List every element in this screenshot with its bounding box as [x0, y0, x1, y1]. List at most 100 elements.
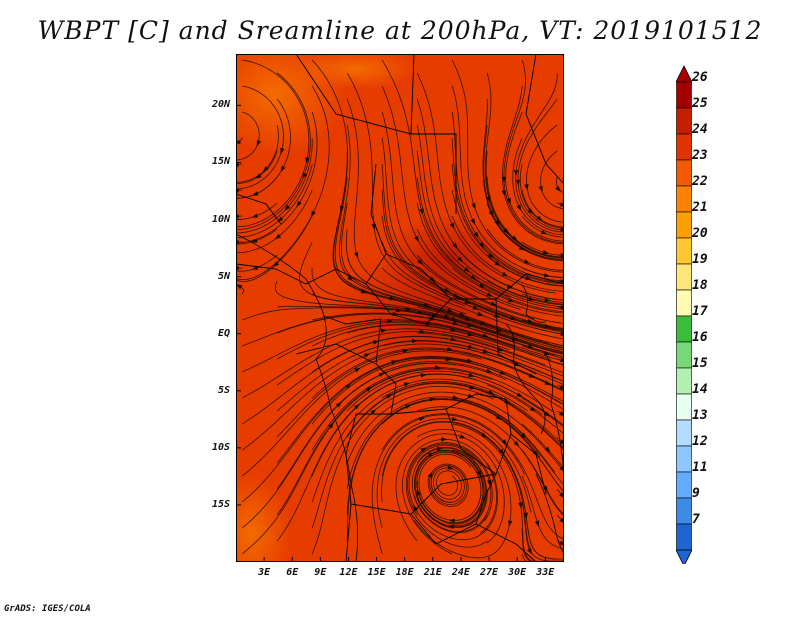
streamline: [414, 446, 487, 528]
streamline: [236, 124, 279, 183]
streamline-arrow: [543, 351, 551, 356]
streamline-arrow: [236, 266, 239, 271]
streamline: [416, 254, 564, 324]
streamline: [241, 362, 457, 529]
colorbar-level-label: 18: [692, 278, 708, 293]
colorbar: [676, 65, 692, 564]
streamline-arrow: [275, 233, 282, 240]
streamline: [236, 72, 311, 230]
streamline-arrow: [544, 323, 551, 329]
colorbar-level-label: 11: [692, 460, 708, 475]
streamline: [242, 313, 520, 347]
streamline-arrow: [335, 401, 342, 408]
streamline-arrow: [236, 188, 239, 193]
streamline-arrow: [452, 242, 458, 249]
streamline: [241, 368, 441, 555]
map-frame: [236, 54, 564, 562]
lon-tick-label: 33E: [536, 567, 555, 578]
streamline-arrow: [542, 250, 550, 255]
streamline-arrow: [471, 202, 476, 210]
streamline: [486, 228, 564, 271]
colorbar-bottom-arrow: [676, 549, 692, 564]
streamline-arrow: [453, 293, 460, 298]
streamline-arrow: [538, 185, 543, 193]
streamline: [346, 98, 467, 315]
streamline: [416, 228, 564, 317]
lat-tick-label: 5N: [217, 270, 230, 282]
streamline-arrow: [528, 296, 535, 301]
streamline: [416, 124, 564, 305]
streamline-arrow: [236, 284, 243, 290]
streamline-arrow: [464, 316, 472, 321]
streamline-arrow: [413, 504, 419, 512]
colorbar-swatch: [676, 419, 692, 447]
streamline-arrow: [236, 162, 239, 168]
lon-tick-label: 3E: [258, 567, 271, 578]
streamline: [346, 370, 564, 426]
streamline: [515, 73, 564, 233]
colorbar-swatch: [676, 393, 692, 421]
streamline: [236, 138, 313, 234]
streamline: [381, 163, 564, 331]
streamline-arrow: [511, 235, 518, 242]
streamline-arrow: [478, 242, 485, 248]
streamline: [236, 59, 310, 228]
streamline-arrow: [494, 219, 500, 227]
streamline-arrow: [452, 321, 459, 326]
streamline-arrow: [429, 397, 436, 402]
streamline: [451, 241, 564, 301]
streamline: [277, 322, 552, 360]
colorbar-swatch: [676, 133, 692, 161]
cool-edge-shading: [296, 54, 416, 89]
streamline-arrow: [450, 337, 457, 342]
streamline: [451, 111, 564, 282]
colorbar-level-label: 26: [692, 70, 708, 85]
streamline: [413, 449, 484, 529]
streamline: [312, 324, 564, 366]
streamline: [505, 111, 564, 242]
streamline-arrow: [402, 348, 409, 354]
streamline-arrow: [414, 235, 419, 243]
streamline-arrow: [389, 295, 396, 301]
colorbar-swatch: [676, 81, 692, 109]
streamline-arrow: [501, 176, 507, 183]
lon-tick-label: 12E: [339, 567, 358, 578]
streamline-arrow: [256, 140, 262, 147]
streamline: [236, 189, 313, 254]
streamline: [521, 189, 564, 228]
streamline-arrow: [503, 228, 510, 235]
colorbar-level-label: 22: [692, 174, 708, 189]
streamline-arrow: [482, 348, 490, 354]
streamline-arrow: [251, 238, 258, 243]
streamline-arrow: [328, 422, 334, 429]
country-borders: [236, 54, 564, 562]
streamline: [311, 382, 512, 529]
streamline-arrow: [495, 414, 502, 420]
streamline: [236, 111, 318, 244]
streamline-arrow: [472, 305, 479, 310]
streamline-arrow: [467, 322, 474, 328]
streamline: [427, 463, 469, 507]
streamline-arrow: [498, 448, 505, 455]
colorbar-swatch: [676, 341, 692, 369]
streamline-arrow: [523, 512, 528, 519]
streamline-arrow: [273, 261, 280, 267]
streamline-arrow: [305, 157, 310, 164]
lat-tick-label: 10S: [211, 441, 230, 453]
streamline-arrow: [448, 518, 456, 523]
streamline-arrow: [536, 215, 543, 221]
streamline: [482, 99, 564, 261]
coastlines: [236, 233, 564, 562]
streamline-arrow: [544, 446, 551, 453]
lon-tick-label: 6E: [286, 567, 299, 578]
streamline-arrow: [501, 189, 506, 197]
streamline: [416, 176, 564, 310]
streamline: [486, 280, 564, 306]
streamline-arrow: [380, 328, 387, 333]
streamline-arrow: [387, 318, 394, 324]
lon-tick-label: 18E: [395, 567, 414, 578]
streamline-arrow: [518, 502, 523, 509]
streamline-arrow: [428, 452, 435, 458]
streamline-arrow: [451, 416, 459, 422]
colorbar-level-label: 7: [692, 512, 700, 527]
